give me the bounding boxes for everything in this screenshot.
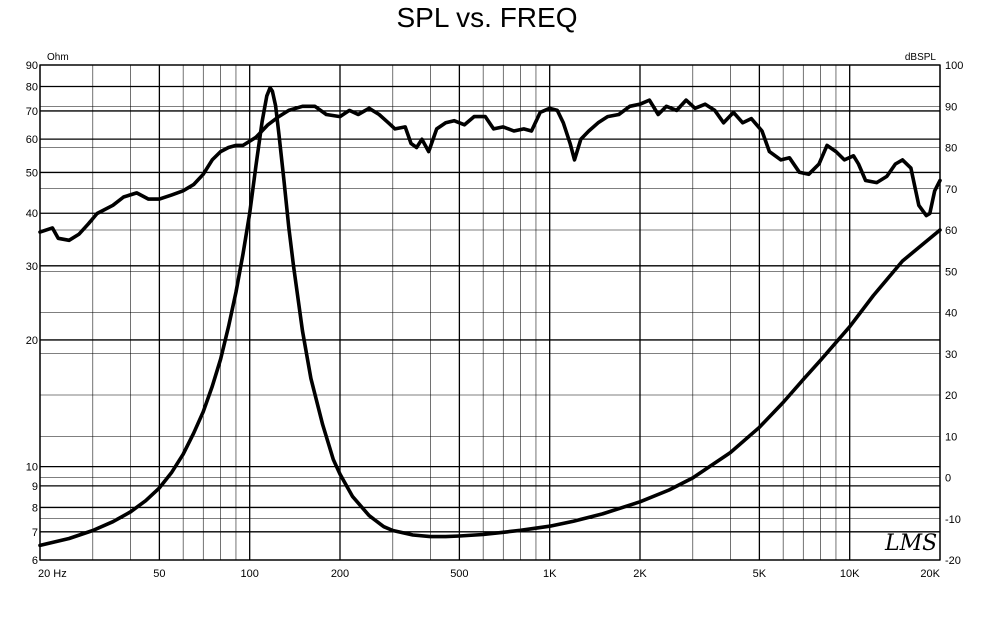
left-tick-label: 40 — [26, 208, 38, 220]
left-tick-label: 30 — [26, 261, 38, 273]
right-tick-label: 10 — [945, 431, 957, 443]
right-tick-label: 40 — [945, 308, 957, 320]
right-tick-label: -20 — [945, 555, 961, 567]
lms-logo: LMS — [884, 531, 937, 556]
left-axis-ticks: 6 7 8 9 10 20 30 40 50 60 70 80 90 — [26, 60, 38, 567]
right-tick-label: 30 — [945, 349, 957, 361]
x-tick-label: 5K — [753, 568, 767, 580]
grid — [39, 64, 941, 561]
series — [38, 85, 942, 548]
x-tick-label: 2K — [633, 568, 647, 580]
impedance-curve — [38, 85, 942, 548]
right-tick-label: 20 — [945, 390, 957, 402]
left-tick-label: 70 — [26, 106, 38, 118]
left-tick-label: 60 — [26, 134, 38, 146]
spl-curve — [38, 98, 942, 243]
right-tick-label: 100 — [945, 60, 963, 72]
left-tick-label: 9 — [32, 481, 38, 493]
x-tick-label: 1K — [543, 568, 557, 580]
right-tick-label: -10 — [945, 514, 961, 526]
x-tick-label: 50 — [153, 568, 165, 580]
left-tick-label: 90 — [26, 60, 38, 72]
right-tick-label: 50 — [945, 266, 957, 278]
x-tick-label: 10K — [840, 568, 860, 580]
left-tick-label: 80 — [26, 82, 38, 94]
right-tick-label: 70 — [945, 184, 957, 196]
x-tick-label: 100 — [241, 568, 259, 580]
left-axis-unit: Ohm — [47, 52, 69, 63]
x-tick-label: 20K — [920, 568, 940, 580]
x-axis-ticks: 20 Hz 50 100 200 500 1K 2K 5K 10K 20K — [38, 568, 941, 580]
x-tick-label: 20 Hz — [38, 568, 67, 580]
right-axis-unit: dBSPL — [905, 52, 937, 63]
right-axis-ticks: -20 -10 0 10 20 30 40 50 60 70 80 90 100 — [945, 60, 963, 567]
x-tick-label: 200 — [331, 568, 349, 580]
left-tick-label: 10 — [26, 462, 38, 474]
x-tick-label: 500 — [450, 568, 468, 580]
left-tick-label: 20 — [26, 335, 38, 347]
chart-title: SPL vs. FREQ — [396, 2, 577, 33]
right-tick-label: 80 — [945, 143, 957, 155]
right-tick-label: 90 — [945, 101, 957, 113]
plot-frame — [39, 64, 941, 561]
left-tick-label: 8 — [32, 502, 38, 514]
right-tick-label: 60 — [945, 225, 957, 237]
left-tick-label: 6 — [32, 555, 38, 567]
left-tick-label: 50 — [26, 167, 38, 179]
right-tick-label: 0 — [945, 473, 951, 485]
left-tick-label: 7 — [32, 527, 38, 539]
